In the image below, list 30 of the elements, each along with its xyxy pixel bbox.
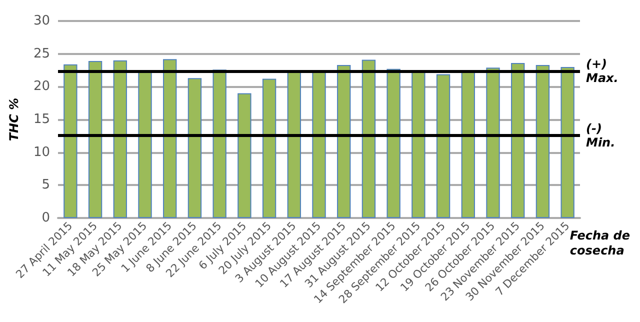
y-tick-label: 30 [33, 14, 50, 28]
bar [163, 59, 177, 218]
bar [113, 60, 127, 218]
bar [362, 60, 376, 218]
ref-line-label: (-) Min. [586, 121, 616, 150]
bar [262, 78, 276, 218]
bar [88, 61, 102, 218]
ref-line-label: (+) Max. [586, 56, 618, 85]
y-tick-label: 0 [42, 210, 50, 226]
bar [386, 68, 400, 218]
x-axis-title: Fecha de cosecha [570, 228, 630, 258]
y-tick-label: 15 [33, 112, 50, 127]
bar [436, 74, 450, 218]
bar [461, 72, 475, 218]
y-axis-title: THC % [7, 98, 21, 142]
bar [188, 78, 202, 218]
bar [337, 64, 351, 218]
bar [212, 70, 226, 218]
y-tick-label: 20 [33, 79, 50, 94]
y-tick-label: 25 [33, 46, 50, 62]
bar [560, 66, 574, 218]
y-tick-label: 10 [33, 144, 50, 160]
bar [138, 72, 152, 218]
y-tick-label: 5 [42, 178, 50, 193]
bar [238, 93, 252, 218]
bar [486, 68, 500, 218]
bar [536, 64, 550, 218]
bar [511, 63, 525, 218]
bar [412, 72, 426, 218]
bar [64, 64, 78, 218]
